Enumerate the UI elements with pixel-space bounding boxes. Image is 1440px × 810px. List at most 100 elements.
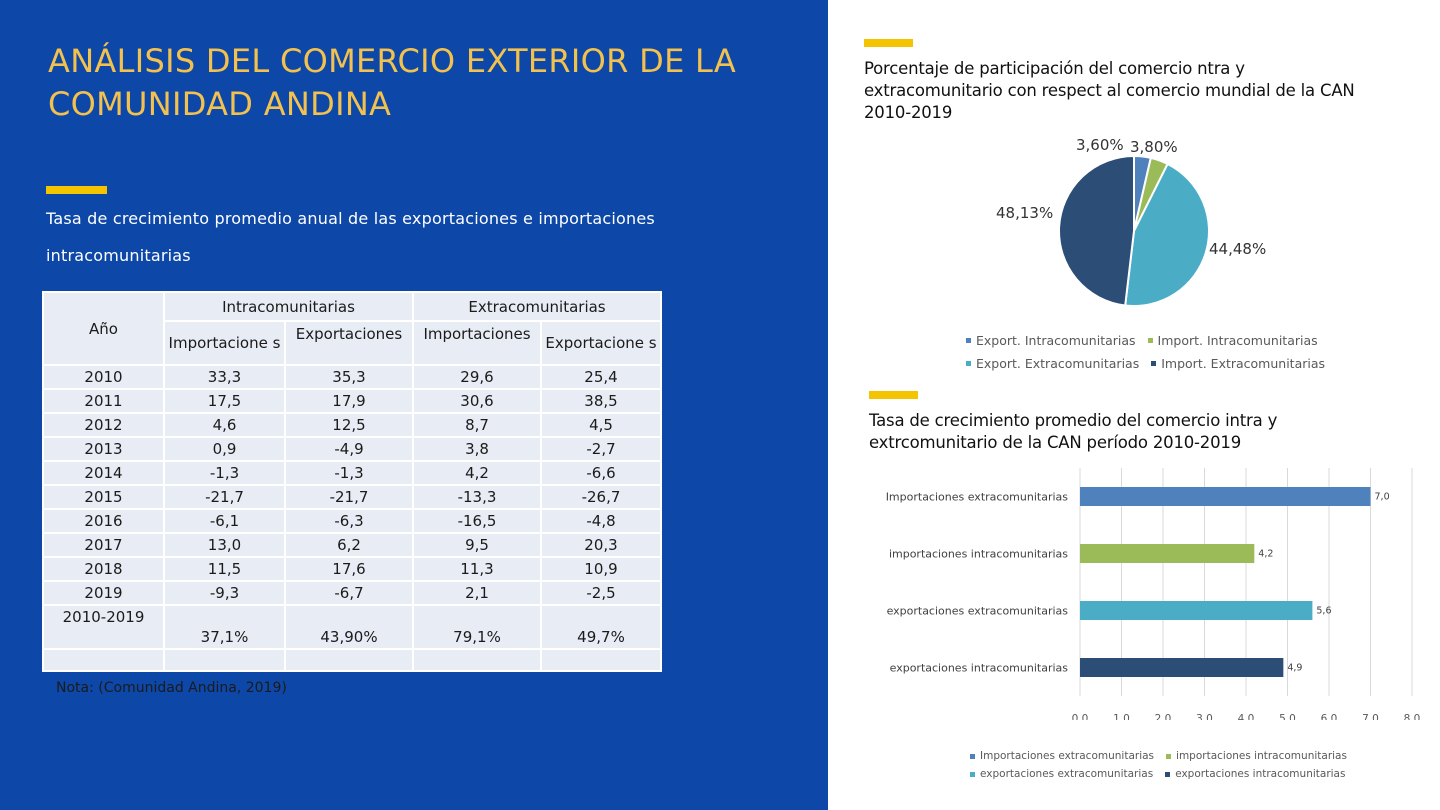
x-tick-label: 5,0: [1279, 713, 1296, 720]
table-subtitle: Tasa de crecimiento promedio anual de la…: [46, 209, 655, 265]
value-cell: 12,5: [284, 412, 414, 438]
value-cell: 10,9: [539, 556, 663, 582]
table-row: 2019 -9,3 -6,7 2,1 -2,5: [42, 580, 663, 606]
bar-chart: 0,0 1,0 2,0 3,0 4,0 5,0 6,0 7,0 8,0 Importaciones…: [886, 468, 1421, 720]
value-cell: -13,3: [412, 484, 542, 510]
year-header: Año: [42, 291, 165, 366]
total-cell: 37,1%: [163, 604, 286, 650]
value-cell: 17,6: [284, 556, 414, 582]
table-empty-row: [42, 648, 663, 672]
table-row: 2012 4,6 12,5 8,7 4,5: [42, 412, 663, 438]
bar-legend-item: Importaciones extracomunitarias: [970, 750, 1154, 762]
data-label: 7,0: [1375, 492, 1390, 503]
value-cell: 13,0: [163, 532, 286, 558]
table-row: 2017 13,0 6,2 9,5 20,3: [42, 532, 663, 558]
sub-header: Importacione s: [163, 320, 286, 366]
legend-swatch: [1147, 338, 1153, 343]
sub-header: Importaciones: [412, 320, 542, 366]
pie-label-import-intra: 3,80%: [1130, 138, 1178, 156]
value-cell: -4,9: [284, 436, 414, 462]
legend-swatch: [970, 753, 975, 759]
legend-swatch: [966, 361, 971, 366]
bar: [1080, 601, 1313, 620]
value-cell: 8,7: [412, 412, 542, 438]
pie-label-export-intra: 3,60%: [1076, 136, 1124, 154]
value-cell: 9,5: [412, 532, 542, 558]
value-cell: 0,9: [163, 436, 286, 462]
bar-legend-row-2: exportaciones extracomunitarias exportac…: [970, 768, 1345, 780]
value-cell: 17,9: [284, 388, 414, 414]
x-tick-label: 3,0: [1196, 713, 1213, 720]
total-cell: 49,7%: [539, 604, 663, 650]
value-cell: -2,7: [539, 436, 663, 462]
year-cell: 2015: [42, 484, 165, 510]
legend-label: Export. Extracomunitarias: [976, 356, 1140, 371]
pie-legend-item: Export. Intracomunitarias: [966, 333, 1136, 348]
value-cell: 6,2: [284, 532, 414, 558]
pie-slices: [1058, 154, 1210, 307]
year-cell: 2014: [42, 460, 165, 486]
value-cell: 33,3: [163, 364, 286, 390]
pie-legend-item: Import. Intracomunitarias: [1147, 333, 1318, 348]
group-header-extra: Extracomunitarias: [411, 291, 663, 322]
value-cell: -1,3: [163, 460, 286, 486]
bar: [1080, 487, 1371, 506]
legend-swatch: [1165, 771, 1171, 777]
data-label: 4,2: [1258, 549, 1273, 560]
pie-label-import-extra: 48,13%: [996, 204, 1054, 222]
category-label: exportaciones extracomunitarias: [887, 605, 1069, 618]
value-cell: -6,6: [539, 460, 663, 486]
year-cell: 2010-2019: [42, 604, 165, 650]
x-tick-label: 1,0: [1113, 713, 1130, 720]
bar-chart-title: Tasa de crecimiento promedio del comerci…: [869, 411, 1278, 452]
year-cell: 2017: [42, 532, 165, 558]
table-total-row: 2010-2019 37,1% 43,90% 79,1% 49,7%: [42, 604, 663, 650]
legend-swatch: [1166, 753, 1172, 759]
total-cell: 43,90%: [284, 604, 414, 650]
value-cell: 4,2: [412, 460, 542, 486]
bar-legend-item: exportaciones extracomunitarias: [970, 768, 1153, 780]
table-row: 2013 0,9 -4,9 3,8 -2,7: [42, 436, 663, 462]
value-cell: 38,5: [539, 388, 663, 414]
x-tick-label: 6,0: [1321, 713, 1338, 720]
value-cell: -4,8: [539, 508, 663, 534]
value-cell: -1,3: [284, 460, 414, 486]
table-row: 2014 -1,3 -1,3 4,2 -6,6: [42, 460, 663, 486]
value-cell: -21,7: [284, 484, 414, 510]
accent-bar-pie: [864, 39, 913, 47]
legend-label: exportaciones intracomunitarias: [1175, 768, 1346, 780]
bar-legend-item: importaciones intracomunitarias: [1166, 750, 1347, 762]
value-cell: 3,8: [412, 436, 542, 462]
category-label: importaciones intracomunitarias: [889, 548, 1068, 561]
legend-swatch: [1151, 361, 1157, 366]
value-cell: -9,3: [163, 580, 286, 606]
legend-label: Import. Intracomunitarias: [1157, 333, 1318, 348]
x-tick-label: 4,0: [1238, 713, 1255, 720]
value-cell: -6,3: [284, 508, 414, 534]
table-row: 2016 -6,1 -6,3 -16,5 -4,8: [42, 508, 663, 534]
pie-label-export-extra: 44,48%: [1209, 240, 1267, 258]
value-cell: 4,6: [163, 412, 286, 438]
category-label: Importaciones extracomunitarias: [886, 491, 1069, 504]
legend-swatch: [966, 338, 971, 343]
data-label: 5,6: [1316, 606, 1331, 617]
value-cell: 20,3: [539, 532, 663, 558]
value-cell: 25,4: [539, 364, 663, 390]
bar: [1080, 544, 1255, 563]
value-cell: -26,7: [539, 484, 663, 510]
legend-label: Importaciones extracomunitarias: [980, 750, 1155, 762]
value-cell: 17,5: [163, 388, 286, 414]
sub-header: Exportaciones: [284, 320, 414, 366]
data-label: 4,9: [1287, 663, 1302, 674]
table-row: 2018 11,5 17,6 11,3 10,9: [42, 556, 663, 582]
x-tick-label: 8,0: [1404, 713, 1421, 720]
value-cell: -2,5: [539, 580, 663, 606]
value-cell: 11,5: [163, 556, 286, 582]
pie-legend-item: Import. Extracomunitarias: [1151, 356, 1325, 371]
pie-slice: [1124, 162, 1210, 307]
value-cell: 2,1: [412, 580, 542, 606]
value-cell: -16,5: [412, 508, 542, 534]
legend-label: Import. Extracomunitarias: [1161, 356, 1326, 371]
growth-rate-table: Año Intracomunitarias Extracomunitarias …: [42, 291, 663, 672]
value-cell: 11,3: [412, 556, 542, 582]
